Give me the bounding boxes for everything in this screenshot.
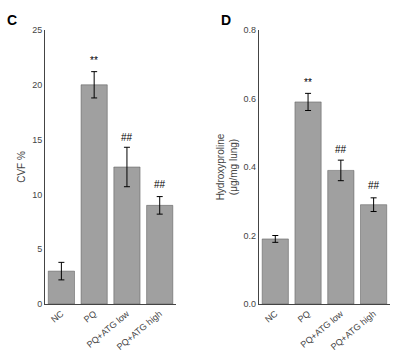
svg-text:PQ: PQ: [82, 309, 98, 325]
svg-text:20: 20: [32, 80, 42, 90]
svg-text:D: D: [221, 12, 231, 28]
svg-text:0.2: 0.2: [244, 231, 257, 241]
svg-text:0.6: 0.6: [244, 94, 257, 104]
svg-text:0: 0: [37, 299, 42, 309]
svg-text:0.0: 0.0: [244, 299, 257, 309]
svg-text:PQ+ATG low: PQ+ATG low: [299, 308, 346, 349]
svg-text:##: ##: [368, 180, 380, 191]
svg-text:5: 5: [37, 244, 42, 254]
svg-text:PQ: PQ: [296, 309, 312, 325]
svg-text:**: **: [90, 55, 98, 66]
svg-text:NC: NC: [263, 308, 280, 324]
svg-text:**: **: [304, 77, 312, 88]
svg-text:CVF %: CVF %: [16, 151, 27, 183]
svg-text:PQ+ATG high: PQ+ATG high: [115, 309, 164, 352]
svg-text:PQ+ATG high: PQ+ATG high: [329, 309, 378, 352]
svg-text:PQ+ATG low: PQ+ATG low: [85, 308, 132, 349]
svg-text:NC: NC: [49, 308, 66, 324]
svg-text:10: 10: [32, 190, 42, 200]
svg-text:C: C: [7, 12, 17, 28]
svg-text:15: 15: [32, 135, 42, 145]
svg-text:25: 25: [32, 25, 42, 35]
svg-text:0.8: 0.8: [244, 25, 257, 35]
svg-text:0.4: 0.4: [244, 162, 257, 172]
svg-text:##: ##: [154, 179, 166, 190]
svg-text:Hydroxyproline(μg/mg lung): Hydroxyproline(μg/mg lung): [215, 133, 239, 200]
svg-text:##: ##: [335, 144, 347, 155]
svg-text:##: ##: [121, 132, 133, 143]
